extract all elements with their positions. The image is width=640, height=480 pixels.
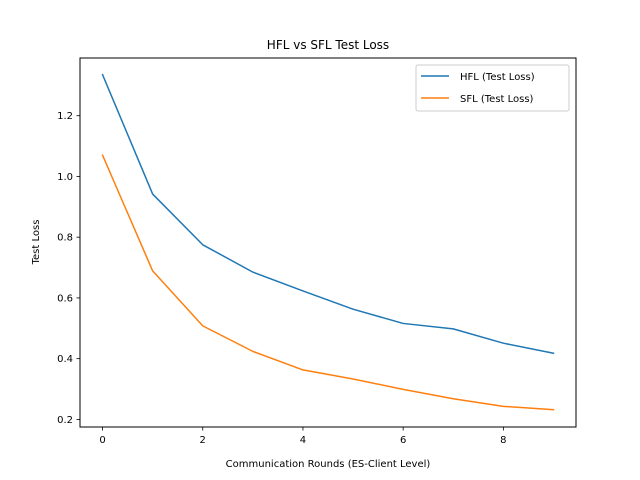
- y-tick-label: 1.0: [57, 172, 73, 183]
- x-axis: 0 2 4 6 8: [99, 427, 507, 446]
- x-tick-label: 8: [500, 435, 506, 446]
- series-line-1: [101, 154, 555, 411]
- plot-frame: [79, 57, 577, 428]
- chart-title: HFL vs SFL Test Loss: [267, 38, 389, 52]
- x-tick-label: 0: [99, 435, 105, 446]
- y-axis: 0.2 0.4 0.6 0.8 1.0 1.2: [57, 111, 80, 426]
- x-tick-label: 2: [200, 435, 206, 446]
- y-tick-label: 0.8: [57, 233, 73, 244]
- x-tick-label: 4: [300, 435, 306, 446]
- legend-label-sfl: SFL (Test Loss): [460, 94, 534, 105]
- legend: HFL (Test Loss) SFL (Test Loss): [415, 64, 570, 112]
- plot-area: [80, 58, 576, 427]
- y-tick-label: 1.2: [57, 111, 73, 122]
- y-tick-label: 0.6: [57, 293, 73, 304]
- series-line-0: [101, 73, 555, 355]
- y-tick-label: 0.4: [57, 354, 73, 365]
- y-tick-label: 0.2: [57, 415, 73, 426]
- y-axis-label: Test Loss: [31, 220, 42, 266]
- legend-box: [415, 64, 570, 112]
- series-layer: [101, 73, 555, 411]
- legend-label-hfl: HFL (Test Loss): [460, 72, 535, 83]
- x-tick-label: 6: [400, 435, 406, 446]
- x-axis-label: Communication Rounds (ES-Client Level): [226, 459, 431, 470]
